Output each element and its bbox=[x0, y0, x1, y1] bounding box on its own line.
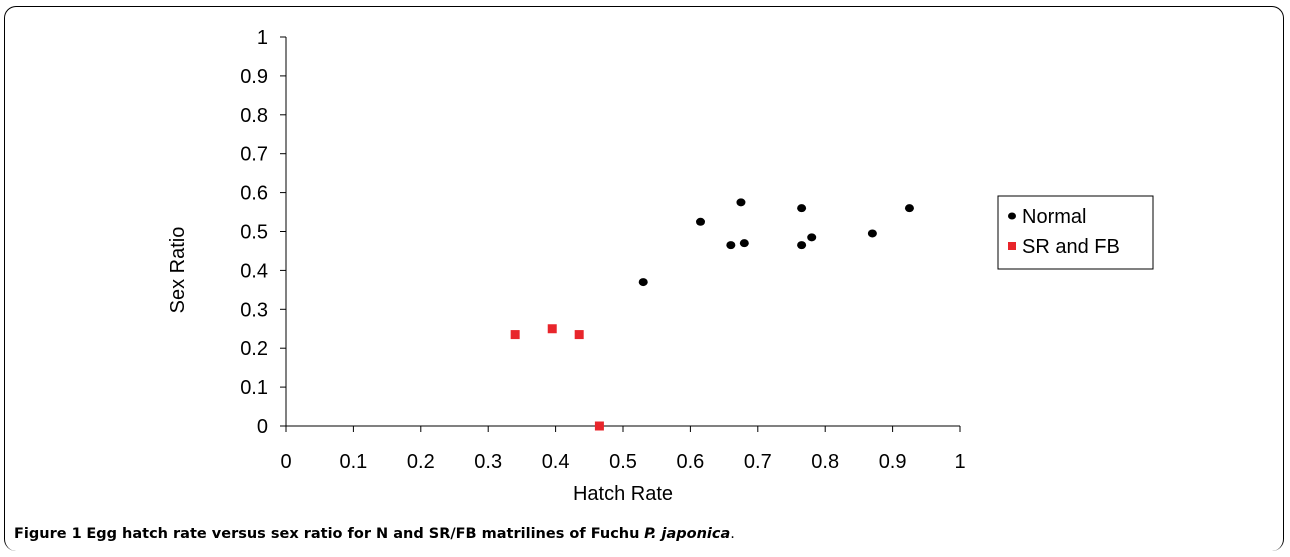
caption-end: . bbox=[730, 526, 735, 542]
legend-label: Normal bbox=[1022, 206, 1086, 228]
normal-point bbox=[867, 229, 877, 238]
x-tick-label: 0.5 bbox=[609, 451, 637, 473]
x-tick-label: 0.1 bbox=[339, 451, 367, 473]
x-tick-label: 0.4 bbox=[542, 451, 570, 473]
legend-box bbox=[997, 195, 1154, 270]
y-tick-label: 0 bbox=[257, 416, 268, 438]
legend: Normal SR and FB bbox=[997, 195, 1154, 270]
y-tick-label: 0.7 bbox=[240, 144, 268, 166]
figure-caption: Figure 1 Egg hatch rate versus sex ratio… bbox=[14, 526, 735, 542]
scatter-chart: 0 0.1 0.2 0.3 0.4 0.5 0.6 0.7 0.8 0.9 1 0 0.1 0.2 0.3… bbox=[167, 27, 1154, 505]
y-tick-label: 0.3 bbox=[240, 299, 268, 321]
y-tick-label: 0.8 bbox=[240, 105, 268, 127]
y-tick-label: 0.1 bbox=[240, 377, 268, 399]
data-points bbox=[510, 198, 914, 431]
figure-frame bbox=[4, 6, 1284, 551]
caption-text: Egg hatch rate versus sex ratio for N an… bbox=[86, 526, 640, 542]
normal-point bbox=[739, 239, 749, 248]
sr-fb-point bbox=[594, 421, 604, 431]
x-tick-label: 0 bbox=[280, 451, 291, 473]
normal-point bbox=[736, 198, 746, 207]
normal-point bbox=[807, 233, 817, 242]
y-tick-label: 0.5 bbox=[240, 222, 268, 244]
normal-point bbox=[726, 241, 736, 250]
x-tick-label: 0.7 bbox=[744, 451, 772, 473]
y-tick-label: 0.2 bbox=[240, 338, 268, 360]
caption-species: P. japonica bbox=[644, 526, 731, 542]
x-ticks: 0 0.1 0.2 0.3 0.4 0.5 0.6 0.7 0.8 0.9 1 bbox=[280, 426, 966, 473]
y-tick-label: 0.9 bbox=[240, 66, 268, 88]
legend-sr-fb-marker bbox=[1008, 242, 1016, 250]
x-tick-label: 0.2 bbox=[407, 451, 435, 473]
caption-label: Figure 1 bbox=[14, 526, 82, 542]
legend-label: SR and FB bbox=[1022, 236, 1120, 258]
y-ticks: 0 0.1 0.2 0.3 0.4 0.5 0.6 0.7 0.8 0.9 1 bbox=[240, 27, 286, 438]
x-tick-label: 0.9 bbox=[879, 451, 907, 473]
sr-fb-point bbox=[574, 330, 584, 340]
x-tick-label: 0.8 bbox=[811, 451, 839, 473]
x-tick-label: 0.6 bbox=[676, 451, 704, 473]
x-tick-label: 1 bbox=[954, 451, 965, 473]
normal-point bbox=[696, 217, 706, 226]
normal-point bbox=[797, 204, 807, 213]
axes bbox=[285, 37, 960, 427]
x-axis-label: Hatch Rate bbox=[573, 483, 673, 505]
normal-point bbox=[797, 241, 807, 250]
sr-fb-point bbox=[547, 324, 557, 334]
legend-normal-marker bbox=[1008, 212, 1016, 220]
y-tick-label: 1 bbox=[257, 27, 268, 49]
y-axis-label: Sex Ratio bbox=[167, 227, 189, 314]
y-tick-label: 0.6 bbox=[240, 183, 268, 205]
x-tick-label: 0.3 bbox=[474, 451, 502, 473]
normal-point bbox=[904, 204, 914, 213]
normal-point bbox=[638, 278, 648, 287]
y-tick-label: 0.4 bbox=[240, 260, 268, 282]
sr-fb-point bbox=[510, 330, 520, 340]
